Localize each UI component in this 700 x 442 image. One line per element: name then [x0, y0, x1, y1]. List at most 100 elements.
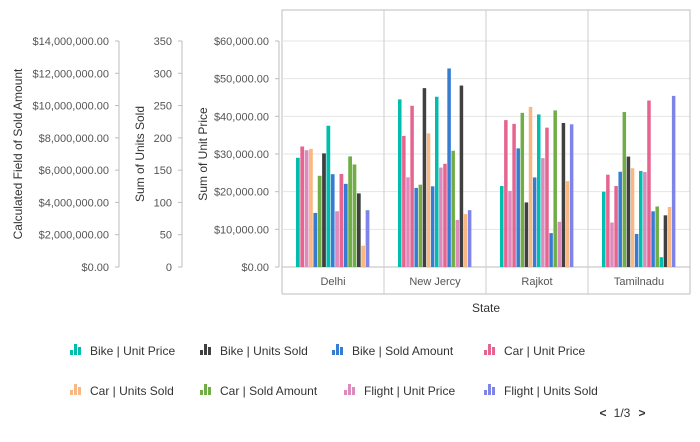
- x-axis-title: State: [472, 301, 500, 315]
- legend-item[interactable]: Flight | Units Sold: [484, 384, 598, 398]
- legend-label: Flight | Unit Price: [364, 384, 455, 398]
- bar[interactable]: [647, 100, 651, 267]
- bar[interactable]: [430, 186, 435, 267]
- bar[interactable]: [549, 233, 553, 267]
- bar[interactable]: [528, 106, 533, 267]
- bar[interactable]: [565, 181, 570, 267]
- bar[interactable]: [524, 202, 529, 267]
- bar[interactable]: [651, 211, 655, 267]
- bar[interactable]: [304, 150, 309, 267]
- bar[interactable]: [553, 110, 557, 267]
- bar[interactable]: [630, 168, 635, 267]
- bar-series-icon: [200, 384, 211, 395]
- bar[interactable]: [356, 193, 361, 267]
- bar[interactable]: [418, 184, 423, 267]
- sold_amount-tick-label: $6,000,000.00: [39, 165, 109, 177]
- bar[interactable]: [402, 135, 406, 267]
- bar[interactable]: [606, 174, 610, 267]
- bar[interactable]: [532, 177, 537, 267]
- bar-series-icon: [70, 384, 81, 395]
- bar[interactable]: [313, 212, 318, 267]
- bar[interactable]: [451, 150, 455, 267]
- bar[interactable]: [614, 186, 618, 267]
- bar[interactable]: [330, 174, 335, 267]
- bar[interactable]: [610, 222, 614, 267]
- unit_price-tick-label: $40,000.00: [214, 111, 269, 123]
- bar[interactable]: [545, 127, 549, 267]
- bar[interactable]: [467, 210, 472, 267]
- bar[interactable]: [447, 68, 451, 267]
- legend-page-indicator: 1/3: [614, 406, 631, 420]
- unit_price-tick-label: $10,000.00: [214, 224, 269, 236]
- bar[interactable]: [361, 245, 366, 267]
- bar[interactable]: [504, 120, 508, 267]
- sold_amount-tick-label: $12,000,000.00: [33, 68, 109, 80]
- bar[interactable]: [348, 156, 352, 267]
- bar[interactable]: [317, 175, 322, 267]
- bar[interactable]: [455, 219, 460, 267]
- legend-prev-button[interactable]: <: [599, 406, 606, 420]
- legend-item[interactable]: Flight | Unit Price: [344, 384, 455, 398]
- bar[interactable]: [557, 221, 562, 267]
- bar[interactable]: [516, 148, 520, 267]
- bar[interactable]: [296, 157, 300, 267]
- bar[interactable]: [512, 123, 516, 268]
- legend-item[interactable]: Bike | Unit Price: [70, 344, 175, 358]
- legend-pager: < 1/3 >: [599, 406, 645, 420]
- units_sold-tick-label: 250: [154, 101, 172, 113]
- bar[interactable]: [659, 257, 664, 267]
- bar[interactable]: [406, 177, 410, 267]
- bar[interactable]: [300, 146, 305, 267]
- bar[interactable]: [422, 88, 427, 267]
- legend-item[interactable]: Car | Units Sold: [70, 384, 174, 398]
- bar[interactable]: [561, 123, 566, 267]
- bar[interactable]: [663, 215, 668, 267]
- legend-item[interactable]: Car | Sold Amount: [200, 384, 318, 398]
- bar[interactable]: [365, 210, 370, 267]
- bar[interactable]: [343, 183, 348, 267]
- bar[interactable]: [626, 156, 631, 267]
- bar[interactable]: [618, 171, 622, 267]
- units_sold-tick-label: 300: [154, 68, 172, 80]
- bar[interactable]: [639, 170, 643, 267]
- bar[interactable]: [339, 173, 344, 267]
- legend-item[interactable]: Bike | Sold Amount: [332, 344, 454, 358]
- sold_amount-tick-label: $2,000,000.00: [39, 230, 109, 242]
- bar[interactable]: [541, 158, 545, 267]
- bar[interactable]: [500, 186, 504, 267]
- legend-item[interactable]: Car | Unit Price: [484, 344, 585, 358]
- bar[interactable]: [634, 233, 639, 267]
- bar[interactable]: [622, 112, 627, 267]
- bar[interactable]: [602, 191, 606, 267]
- bar-series-icon: [200, 344, 211, 355]
- legend-item[interactable]: Bike | Units Sold: [200, 344, 308, 358]
- bar[interactable]: [463, 214, 468, 267]
- bar[interactable]: [335, 211, 339, 267]
- bar[interactable]: [309, 148, 313, 267]
- bar[interactable]: [426, 133, 431, 267]
- bar[interactable]: [569, 124, 574, 267]
- bar[interactable]: [667, 206, 672, 267]
- bar-series-icon: [332, 344, 343, 355]
- legend-next-button[interactable]: >: [638, 406, 645, 420]
- bar[interactable]: [537, 114, 541, 267]
- bar[interactable]: [352, 164, 357, 267]
- bar[interactable]: [410, 105, 414, 267]
- unit_price-tick-label: $60,000.00: [214, 36, 269, 48]
- bar[interactable]: [435, 96, 439, 267]
- bar[interactable]: [643, 172, 647, 267]
- bar[interactable]: [414, 187, 418, 267]
- x-category-label: Delhi: [320, 276, 345, 288]
- bar[interactable]: [520, 112, 525, 267]
- bar[interactable]: [439, 167, 443, 267]
- bar[interactable]: [398, 99, 402, 267]
- bar[interactable]: [443, 163, 447, 267]
- bar[interactable]: [326, 125, 331, 267]
- units_sold-tick-label: 100: [154, 197, 172, 209]
- bar-series-icon: [484, 384, 495, 395]
- bar[interactable]: [655, 206, 659, 267]
- bar[interactable]: [508, 190, 512, 267]
- bar[interactable]: [459, 85, 464, 267]
- bar[interactable]: [322, 153, 326, 267]
- bar[interactable]: [671, 95, 676, 267]
